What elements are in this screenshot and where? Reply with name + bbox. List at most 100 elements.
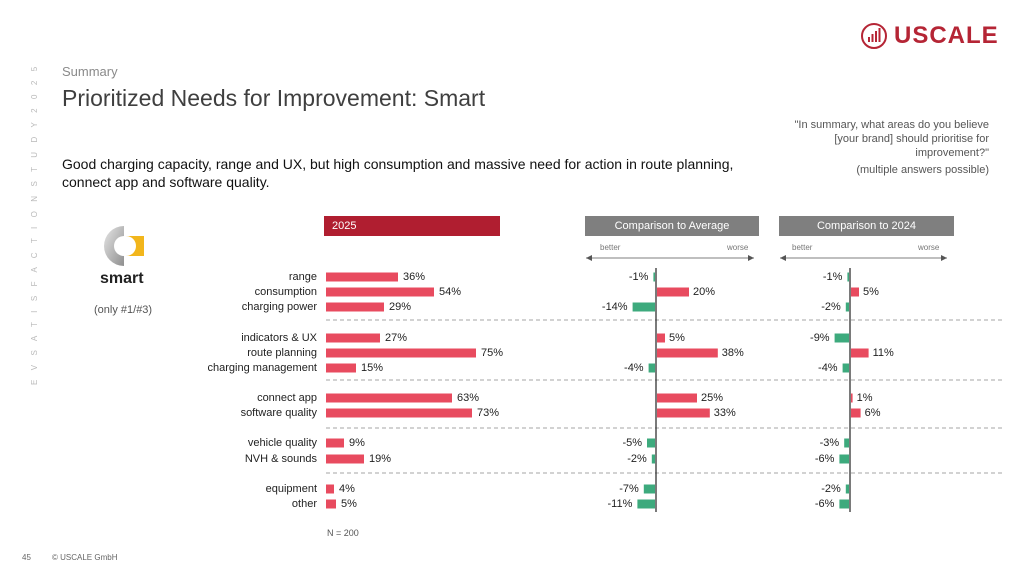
bar-2024 [845, 484, 849, 494]
data-label-2025: 19% [369, 453, 391, 465]
bar-2025 [326, 302, 384, 312]
bar-2024 [844, 438, 849, 448]
bar-average [657, 333, 665, 343]
bar-2024 [839, 499, 849, 509]
data-label-2025: 4% [339, 483, 355, 495]
bar-average [657, 287, 689, 297]
header-comparison-average: Comparison to Average [585, 216, 759, 236]
scale-worse-average: worse [727, 243, 749, 252]
data-label-average: -1% [629, 271, 649, 283]
scale-arrow-right-1 [941, 255, 947, 261]
bar-average [637, 499, 655, 509]
scale-arrow-left-1 [780, 255, 786, 261]
data-label-2024: -3% [820, 437, 840, 449]
category-label: other [292, 498, 317, 510]
bar-2025 [326, 363, 356, 373]
headline: Good charging capacity, range and UX, bu… [62, 156, 734, 190]
category-label: range [289, 271, 317, 283]
data-label-2025: 63% [457, 392, 479, 404]
data-label-2024: -6% [815, 453, 835, 465]
bar-2024 [842, 363, 849, 373]
data-label-2025: 5% [341, 498, 357, 510]
data-label-2024: -9% [810, 332, 830, 344]
category-label: route planning [247, 347, 317, 359]
category-label: charging power [242, 301, 318, 313]
data-label-2025: 15% [361, 362, 383, 374]
page-title: Prioritized Needs for Improvement: Smart [62, 85, 486, 111]
data-label-2025: 75% [481, 347, 503, 359]
bar-2024 [847, 272, 849, 282]
data-label-2024: -1% [823, 271, 843, 283]
bar-2024 [851, 408, 861, 418]
data-label-2025: 73% [477, 407, 499, 419]
scale-arrow-right-0 [748, 255, 754, 261]
question-note: (multiple answers possible) [856, 164, 989, 176]
category-label: vehicle quality [248, 437, 318, 449]
section-label: Summary [62, 64, 118, 79]
scale-better-2024: better [792, 243, 813, 252]
category-label: NVH & sounds [245, 453, 318, 465]
data-label-2024: 11% [873, 347, 894, 359]
bar-2025 [326, 499, 336, 509]
data-label-2025: 29% [389, 301, 411, 313]
uscale-logo: USCALE [860, 22, 999, 50]
data-label-2024: 5% [863, 286, 879, 298]
data-label-average: -14% [602, 301, 628, 313]
smart-logo [100, 222, 148, 275]
bar-2025 [326, 438, 344, 448]
data-label-average: 20% [693, 286, 715, 298]
category-label: consumption [255, 286, 317, 298]
header-comparison-2024: Comparison to 2024 [779, 216, 954, 236]
bar-average [651, 454, 655, 464]
bar-average [647, 438, 655, 448]
bar-2025 [326, 408, 472, 418]
bar-2024 [851, 348, 869, 358]
data-label-average: -11% [608, 498, 633, 510]
data-label-2025: 36% [403, 271, 425, 283]
page-number: 45 [22, 553, 31, 562]
data-label-average: 33% [714, 407, 736, 419]
category-label: indicators & UX [241, 332, 317, 344]
bar-average [653, 272, 655, 282]
scale-worse-2024: worse [918, 243, 940, 252]
category-label: charging management [208, 362, 317, 374]
data-label-2025: 54% [439, 286, 461, 298]
bar-2025 [326, 393, 452, 403]
scale-arrow-left-0 [586, 255, 592, 261]
bar-average [657, 393, 697, 403]
data-label-2024: -2% [821, 483, 841, 495]
bar-2024 [845, 302, 849, 312]
header-2025: 2025 [324, 216, 500, 236]
data-label-2025: 9% [349, 437, 365, 449]
bar-2024 [834, 333, 849, 343]
category-label: connect app [257, 392, 317, 404]
data-label-average: 25% [701, 392, 723, 404]
data-label-2024: -6% [815, 498, 835, 510]
smart-logo-icon [104, 226, 144, 266]
data-label-average: -7% [619, 483, 639, 495]
data-label-average: -2% [627, 453, 647, 465]
category-label: equipment [266, 483, 317, 495]
bar-average [657, 408, 710, 418]
data-label-average: -5% [622, 437, 642, 449]
bar-2025 [326, 333, 380, 343]
brand-name: smart [100, 270, 144, 287]
data-label-2024: -4% [818, 362, 838, 374]
data-label-2025: 27% [385, 332, 407, 344]
data-label-2024: 6% [865, 407, 881, 419]
data-label-average: 38% [722, 347, 744, 359]
bar-average [648, 363, 655, 373]
data-label-average: -4% [624, 362, 644, 374]
bar-2024 [839, 454, 849, 464]
bar-2025 [326, 484, 334, 494]
logo-text: USCALE [894, 22, 999, 49]
bar-2025 [326, 348, 476, 358]
data-label-average: 5% [669, 332, 685, 344]
bar-2025 [326, 454, 364, 464]
bar-2024 [851, 287, 859, 297]
bar-chart-circle-icon [861, 23, 887, 49]
bar-2025 [326, 287, 434, 297]
survey-question: "In summary, what areas do you believe [… [794, 119, 989, 159]
bar-average [632, 302, 655, 312]
